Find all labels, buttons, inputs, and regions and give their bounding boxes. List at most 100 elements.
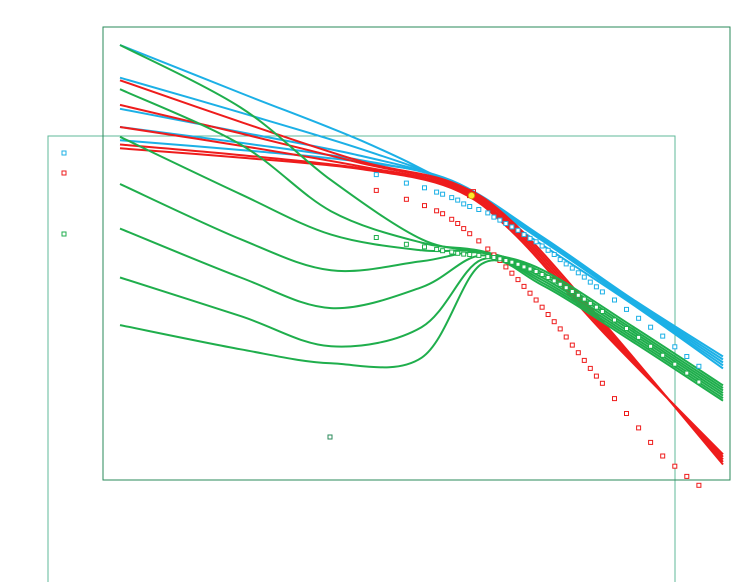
marker-2-30 <box>599 380 605 386</box>
marker-3-10 <box>476 252 482 258</box>
legend-swatch-1 <box>61 150 67 156</box>
marker-1-13 <box>497 217 503 223</box>
marker-3-25 <box>569 289 575 294</box>
marker-2-28 <box>587 365 593 371</box>
marker-1-6 <box>449 195 455 201</box>
marker-3-13 <box>497 256 503 262</box>
legend-swatch-2 <box>61 170 67 176</box>
marker-2-22 <box>551 319 557 325</box>
marker-2-19 <box>533 297 539 303</box>
marker-3-33 <box>636 334 642 340</box>
marker-3-29 <box>593 304 599 310</box>
marker-2-34 <box>648 439 654 445</box>
series-line-14 <box>119 183 724 394</box>
marker-2-32 <box>624 411 629 416</box>
legend <box>61 150 67 237</box>
marker-3-14 <box>503 258 509 263</box>
marker-3-6 <box>449 249 455 255</box>
marker-1-34 <box>648 324 654 330</box>
marker-1-35 <box>660 333 666 339</box>
series-line-2 <box>119 76 724 367</box>
marker-1-22 <box>551 252 557 257</box>
marker-2-33 <box>636 425 642 431</box>
marker-2-25 <box>569 342 575 348</box>
marker-3-7 <box>455 250 461 256</box>
marker-1-1 <box>373 172 379 178</box>
marker-3-11 <box>485 254 491 260</box>
marker-2-3 <box>422 203 427 209</box>
series-line-12 <box>119 88 724 389</box>
series-line-10 <box>119 147 724 456</box>
marker-1-26 <box>575 270 581 276</box>
marker-1-14 <box>503 221 509 226</box>
marker-1-15 <box>509 224 515 230</box>
series-line-7 <box>119 103 724 463</box>
marker-1-3 <box>422 185 427 191</box>
marker-1-2 <box>403 180 409 186</box>
marker-2-16 <box>515 277 521 283</box>
marker-3-1 <box>373 235 379 240</box>
marker-3-9 <box>467 252 473 257</box>
marker-3-22 <box>551 278 557 284</box>
highlight-point <box>467 192 476 200</box>
extras-layer <box>327 189 476 440</box>
marker-3-19 <box>533 269 539 274</box>
marker-1-9 <box>467 204 473 209</box>
marker-2-6 <box>449 216 455 222</box>
series-line-1 <box>119 44 724 370</box>
marker-3-18 <box>527 266 533 272</box>
marker-3-15 <box>509 259 515 265</box>
marker-3-8 <box>461 251 467 257</box>
marker-1-27 <box>581 274 587 280</box>
marker-3-24 <box>563 285 569 291</box>
marker-3-20 <box>539 272 545 277</box>
marker-3-30 <box>599 309 605 314</box>
marker-2-20 <box>539 304 545 310</box>
marker-1-20 <box>539 243 545 249</box>
marker-1-37 <box>684 354 690 359</box>
marker-2-2 <box>403 196 409 202</box>
marker-1-10 <box>476 207 482 212</box>
marker-3-2 <box>403 241 409 247</box>
marker-1-33 <box>636 315 642 321</box>
marker-2-26 <box>575 350 581 356</box>
marker-3-34 <box>648 343 654 349</box>
marker-1-29 <box>593 284 599 290</box>
series-line-6 <box>119 79 724 466</box>
marker-3-32 <box>624 326 629 331</box>
marker-1-32 <box>624 306 629 312</box>
marker-2-11 <box>485 246 491 252</box>
marker-3-16 <box>515 261 521 267</box>
marker-1-17 <box>521 232 527 238</box>
series-line-5 <box>119 139 724 358</box>
marker-3-31 <box>612 317 617 323</box>
marker-1-4 <box>434 189 440 195</box>
marker-2-18 <box>527 290 533 296</box>
marker-3-37 <box>684 370 690 376</box>
marker-1-36 <box>672 344 678 350</box>
marker-3-38 <box>696 379 702 385</box>
marker-2-21 <box>545 312 551 317</box>
marker-3-12 <box>491 255 497 260</box>
marker-2-31 <box>612 396 617 402</box>
marker-1-12 <box>491 214 497 220</box>
stray-marker <box>327 434 333 440</box>
marker-2-36 <box>672 463 678 469</box>
series-line-16 <box>119 256 724 400</box>
marker-1-19 <box>533 239 539 245</box>
legend-swatch-3 <box>61 231 67 237</box>
marker-3-27 <box>581 296 587 302</box>
series-layer <box>119 44 724 466</box>
marker-2-24 <box>563 334 569 340</box>
marker-3-35 <box>660 352 666 358</box>
marker-2-4 <box>434 208 440 214</box>
marker-1-38 <box>696 363 702 369</box>
marker-2-23 <box>557 326 563 332</box>
marker-2-37 <box>684 473 690 479</box>
marker-2-9 <box>467 231 473 237</box>
marker-1-28 <box>587 279 593 285</box>
marker-1-7 <box>455 197 461 203</box>
marker-1-5 <box>440 191 446 197</box>
marker-3-36 <box>672 361 678 367</box>
